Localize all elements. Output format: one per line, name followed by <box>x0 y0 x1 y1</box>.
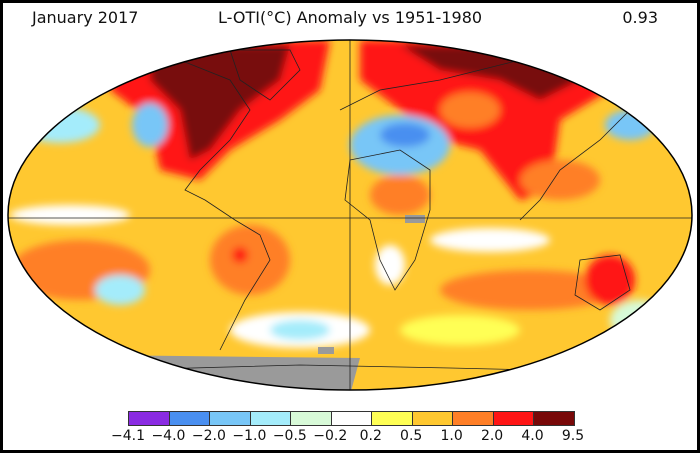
legend-swatch <box>372 412 413 425</box>
legend-tick-label: 9.5 <box>561 428 585 444</box>
missing-data-region <box>405 215 425 223</box>
legend-tick-label: 0.2 <box>359 428 382 444</box>
legend-swatch <box>129 412 170 425</box>
legend-swatch <box>331 412 373 425</box>
legend-swatch <box>169 412 211 425</box>
color-legend <box>128 411 575 426</box>
map-outline <box>7 39 693 391</box>
date-label: January 2017 <box>32 8 139 27</box>
legend-swatch <box>453 412 494 425</box>
legend-swatch <box>493 412 535 425</box>
legend-tick-label: −0.2 <box>313 428 348 444</box>
legend-swatch <box>534 412 575 425</box>
legend-tick-label: −2.0 <box>191 428 226 444</box>
global-mean-value: 0.93 <box>622 8 658 27</box>
legend-swatch <box>412 412 454 425</box>
legend-tick-label: 2.0 <box>480 428 504 444</box>
map-title: L-OTI(°C) Anomaly vs 1951-1980 <box>218 8 483 27</box>
missing-data-region <box>318 347 334 354</box>
legend-ticks: −4.1 −4.0 −2.0 −1.0 −0.5 −0.2 0.2 0.5 1.0 2.0 4.0 9… <box>110 428 600 446</box>
legend-swatch <box>250 412 292 425</box>
legend-tick-label: 1.0 <box>440 428 463 444</box>
legend-swatch <box>210 412 251 425</box>
legend-swatch <box>291 412 332 425</box>
legend-tick-label: −4.0 <box>151 428 186 444</box>
legend-tick-label: −1.0 <box>232 428 267 444</box>
legend-tick-label: −4.1 <box>111 428 145 444</box>
legend-tick-label: −0.5 <box>272 428 307 444</box>
legend-tick-label: 4.0 <box>521 428 544 444</box>
legend-tick-label: 0.5 <box>400 428 423 444</box>
